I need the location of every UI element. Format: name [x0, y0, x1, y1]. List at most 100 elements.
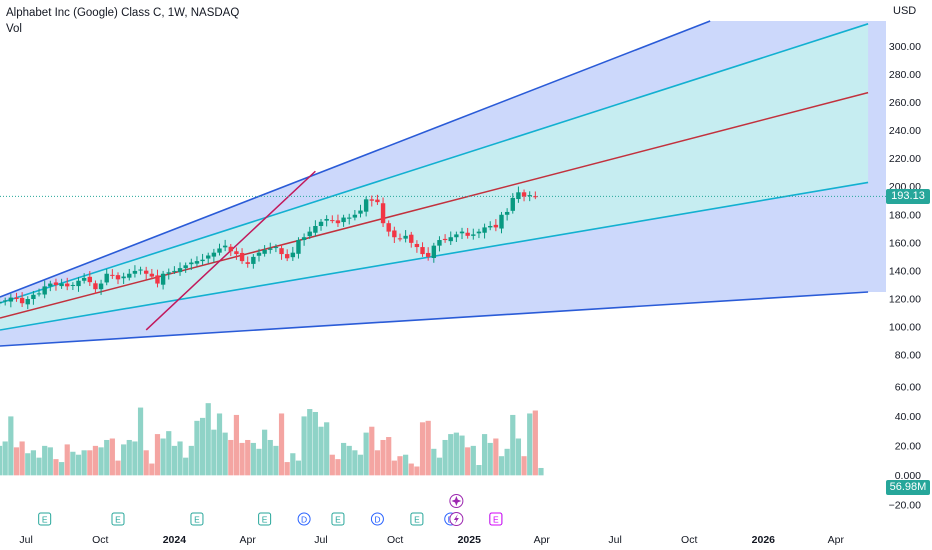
- time-axis[interactable]: Jul Oct 2024 Apr Jul Oct 2025 Apr Jul Oct 2026 Apr: [0, 530, 932, 550]
- time-tick-label: Oct: [681, 534, 697, 546]
- candle-body: [273, 247, 279, 249]
- candle-body: [392, 230, 397, 238]
- candle-body: [127, 273, 132, 278]
- volume-legend-label[interactable]: Vol: [6, 23, 22, 35]
- candle-body: [217, 248, 222, 253]
- time-tick-label: 2026: [752, 534, 776, 546]
- candle-body: [363, 199, 369, 212]
- volume-bar: [160, 438, 166, 476]
- volume-bar: [92, 445, 99, 476]
- candle-body: [228, 246, 233, 252]
- candle-body: [245, 262, 250, 264]
- candle-body: [211, 252, 217, 257]
- time-tick-label: Jul: [19, 534, 32, 546]
- event-markers: EEEEEDEDEDEE: [38, 494, 503, 526]
- time-tick-label: Apr: [534, 534, 551, 546]
- candle-body: [234, 251, 239, 255]
- volume-bar: [64, 444, 70, 476]
- event-label: E: [493, 515, 499, 525]
- volume-bar: [75, 454, 82, 476]
- pitchfork-median-line: [0, 91, 869, 319]
- candle-body: [160, 273, 166, 285]
- dividend-marker: [370, 512, 384, 526]
- pitchfork-outer-lower-line: [0, 291, 869, 347]
- candle-body: [268, 248, 273, 250]
- volume-bar: [256, 448, 262, 476]
- volume-bar: [262, 429, 268, 476]
- candle-body: [313, 225, 318, 233]
- volume-bar: [403, 454, 409, 476]
- time-tick-label: 2024: [163, 534, 187, 546]
- candle-body: [499, 214, 504, 229]
- volume-bar: [284, 462, 290, 476]
- volume-bar: [137, 407, 144, 476]
- candle-body: [143, 270, 149, 274]
- candle-body: [31, 294, 36, 300]
- volume-tick-label: 60.00: [895, 381, 921, 393]
- volume-bar: [307, 409, 313, 476]
- candle-body: [318, 221, 324, 226]
- volume-bar: [36, 457, 42, 476]
- candle-body: [19, 297, 25, 304]
- volume-bar: [149, 463, 155, 476]
- candle-body: [256, 252, 262, 256]
- volume-bar: [369, 426, 375, 476]
- candle-body: [454, 234, 459, 238]
- candle-body: [121, 276, 126, 279]
- candle-body: [397, 238, 403, 240]
- volume-bar: [442, 439, 448, 476]
- volume-bar: [498, 456, 505, 476]
- volume-bar: [510, 414, 516, 476]
- volume-bar: [346, 445, 352, 476]
- volume-bar: [312, 411, 318, 476]
- price-tick-label: 180.00: [889, 209, 921, 221]
- time-axis-background: [0, 530, 932, 550]
- volume-tick-label: −20.00: [889, 499, 922, 511]
- volume-axis: 60.00 40.00 20.00 0.000 −20.00: [889, 381, 922, 511]
- volume-bar: [109, 438, 115, 476]
- volume-bar: [425, 420, 431, 476]
- candle-body: [36, 293, 42, 295]
- candle-body: [420, 247, 425, 255]
- pitchfork-drawing[interactable]: [0, 20, 886, 347]
- time-tick-label: 2025: [458, 534, 482, 546]
- candle-body: [488, 225, 493, 228]
- candle-body: [301, 237, 307, 241]
- candle-body: [2, 300, 8, 302]
- candle-body: [493, 224, 499, 228]
- candle-body: [42, 286, 47, 295]
- candle-body: [251, 256, 256, 264]
- candle-body: [110, 274, 115, 276]
- symbol-title[interactable]: Alphabet Inc (Google) Class C, 1W, NASDA…: [6, 7, 240, 19]
- candle-body: [65, 283, 70, 287]
- volume-bar: [143, 450, 149, 476]
- candle-body: [222, 245, 228, 248]
- volume-bar: [58, 462, 65, 476]
- price-tick-label: 80.00: [895, 350, 921, 362]
- candlestick-series: [0, 186, 538, 310]
- volume-bar: [19, 441, 25, 476]
- volume-bar: [538, 467, 544, 476]
- candle-body: [59, 283, 64, 287]
- volume-bar: [239, 442, 245, 476]
- candle-body: [369, 199, 374, 201]
- volume-bar: [211, 429, 217, 476]
- event-label: E: [115, 515, 121, 525]
- volume-bar: [222, 432, 228, 476]
- candle-body: [189, 262, 194, 265]
- price-tick-label: 120.00: [889, 294, 921, 306]
- earnings-marker: [410, 512, 424, 526]
- volume-bar: [154, 434, 161, 476]
- volume-bar: [453, 432, 459, 476]
- candle-body: [459, 231, 465, 234]
- volume-bar: [126, 439, 132, 476]
- candle-body: [533, 196, 538, 198]
- volume-bar: [121, 444, 127, 476]
- price-axis[interactable]: 300.00280.00260.00240.00220.00200.00180.…: [886, 0, 932, 550]
- event-label: E: [335, 515, 341, 525]
- price-tick-label: 300.00: [889, 41, 921, 53]
- candle-body: [279, 248, 284, 255]
- candle-body: [386, 223, 391, 232]
- currency-label[interactable]: USD: [893, 5, 917, 17]
